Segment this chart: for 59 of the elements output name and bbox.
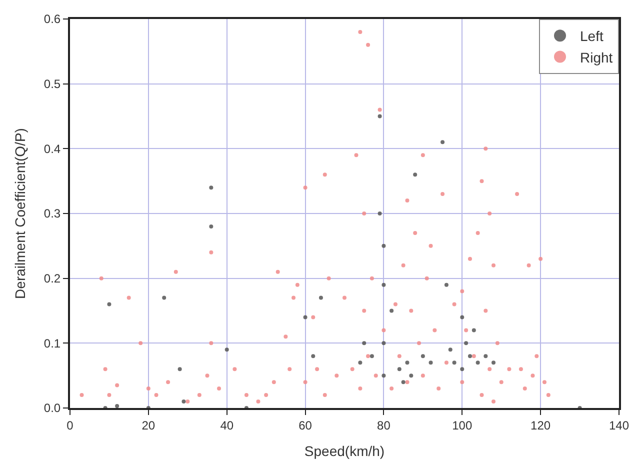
point [413,172,418,177]
point [209,224,214,228]
point [378,114,382,118]
point [428,360,433,365]
y-tick-label: 0.3 [44,206,61,221]
point [318,296,323,300]
x-tick-label: 140 [608,418,630,432]
point [358,360,362,365]
point [484,354,488,358]
point [409,374,414,378]
point [420,354,425,358]
point [224,348,229,352]
point [401,380,406,384]
point [378,212,382,216]
y-tick-label: 0.4 [44,142,61,156]
point [370,354,374,358]
point [492,360,496,365]
y-tick-label: 0.6 [44,12,61,26]
point [440,140,445,144]
point [476,360,480,365]
point [107,302,112,306]
point [405,360,410,365]
point [182,400,186,404]
point [303,315,308,320]
point [382,341,386,346]
point [382,282,386,287]
point [390,308,394,313]
point [444,282,448,287]
point [382,244,386,248]
point [397,367,402,372]
y-tick-label: 0.0 [44,401,61,416]
point [382,374,386,378]
x-tick-label: 0 [66,418,74,432]
point [452,360,456,365]
point [178,367,182,372]
point [468,354,472,358]
x-tick-label: 40 [220,418,234,432]
x-tick-label: 60 [298,418,312,432]
point [311,354,316,358]
x-tick-label: 80 [377,418,391,432]
legend-label: Left [580,28,604,44]
point [362,341,366,346]
point [460,315,464,320]
point [448,348,452,352]
x-tick-label: 100 [452,418,472,432]
y-tick-label: 0.5 [44,77,61,92]
point [209,186,214,190]
y-tick-label: 0.1 [44,336,61,350]
point [115,404,120,408]
legend-label: Right [580,49,613,66]
y-tick-label: 0.2 [44,272,61,286]
x-axis-title: Speed(km/h) [304,443,385,460]
x-tick-label: 20 [142,418,156,432]
point [472,328,476,332]
x-tick-label: 120 [530,418,551,432]
point [464,341,468,346]
point [162,296,166,300]
y-axis-title: Derailment Coefficient(Q/P) [12,128,28,299]
point [460,367,464,372]
